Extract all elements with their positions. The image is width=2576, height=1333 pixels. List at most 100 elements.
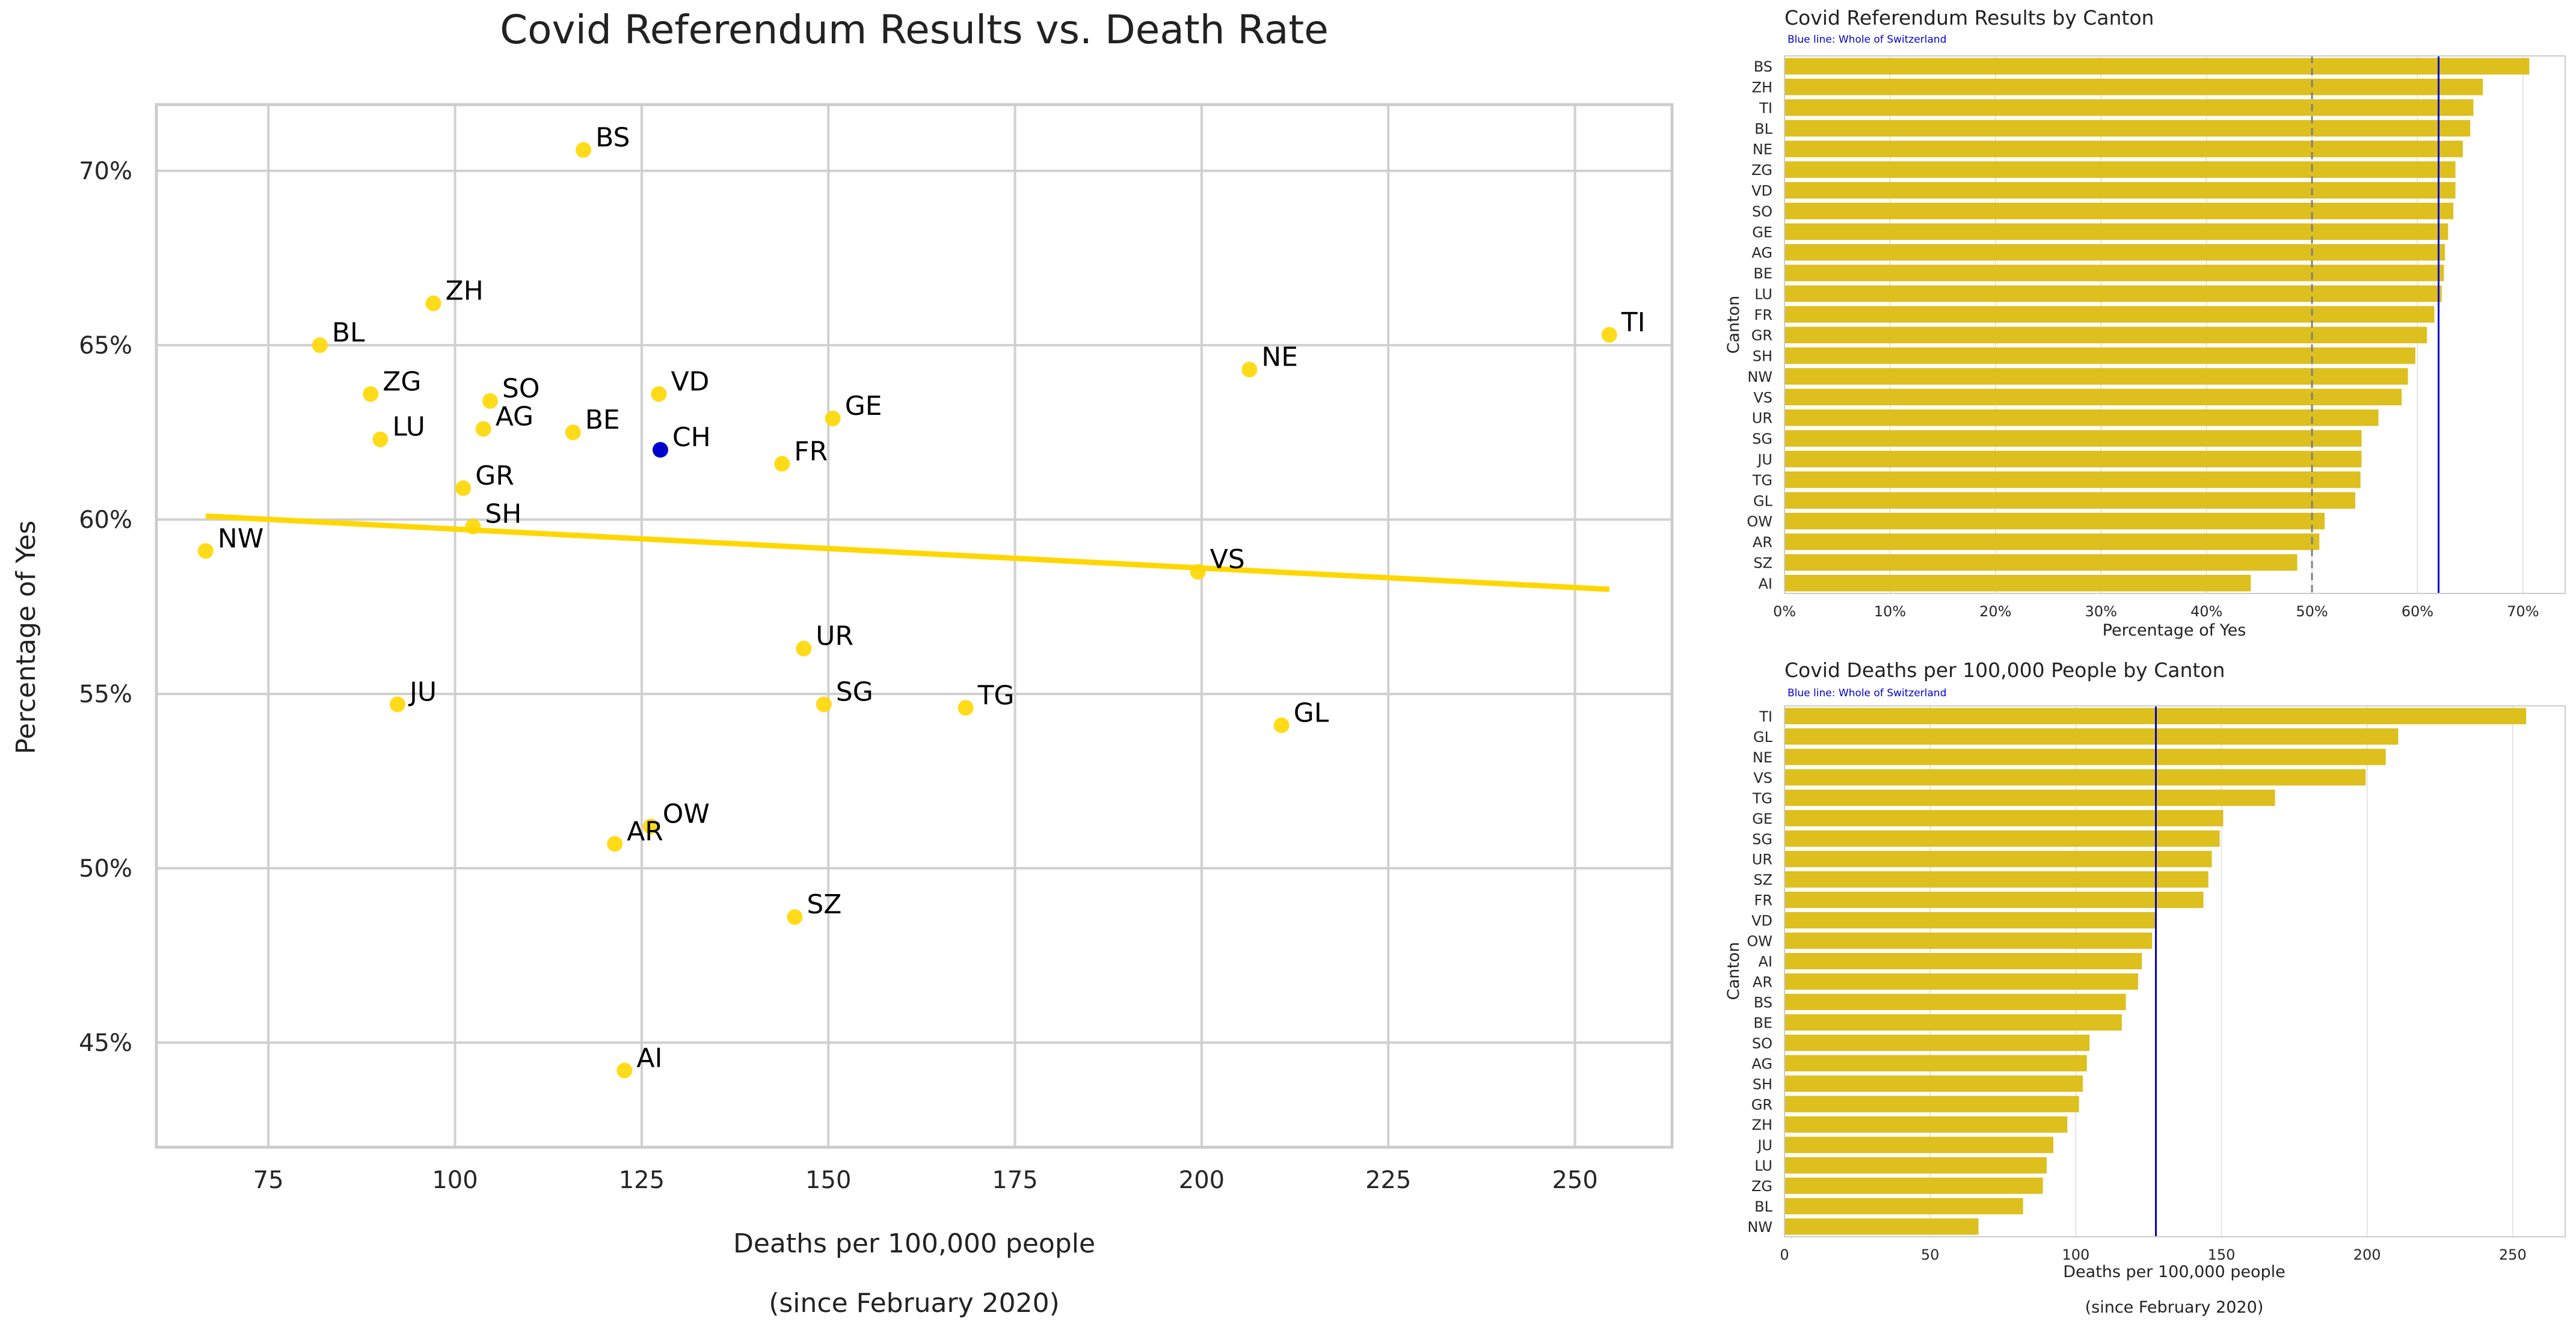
category-label: TG — [1752, 790, 1772, 807]
scatter-point — [958, 700, 974, 716]
bar — [1784, 512, 2325, 530]
category-label: BL — [1754, 120, 1772, 137]
point-label: SG — [836, 676, 873, 707]
bar — [1784, 244, 2445, 261]
scatter-point — [816, 696, 832, 712]
scatter-point — [796, 640, 812, 657]
bar — [1784, 1075, 2083, 1092]
trend-line — [205, 513, 1609, 592]
category-label: AI — [1759, 954, 1773, 970]
bar — [1784, 58, 2530, 75]
bar — [1784, 203, 2454, 219]
point-label: ZG — [383, 366, 421, 397]
bar — [1784, 952, 2142, 970]
point-label: BL — [332, 317, 365, 348]
category-label: NE — [1753, 141, 1772, 158]
bar — [1784, 326, 2427, 343]
x-tick-label: 20% — [1979, 603, 2011, 620]
x-tick-label: 10% — [1874, 603, 1906, 620]
scatter-point — [482, 393, 498, 409]
bar — [1784, 471, 2361, 488]
scatter-point — [642, 818, 659, 835]
point-label: OW — [663, 798, 710, 829]
bar — [1784, 749, 2386, 765]
bar — [1784, 265, 2444, 281]
point-label: UR — [816, 621, 853, 652]
category-label: VS — [1753, 770, 1772, 786]
category-label: VS — [1753, 389, 1772, 406]
x-tick-label: 70% — [2507, 603, 2539, 620]
referendum-chart-note: Blue line: Whole of Switzerland — [1788, 34, 1946, 46]
scatter-plot-frame — [155, 103, 1674, 1149]
category-label: BE — [1753, 1014, 1772, 1031]
referendum-tick-labels: 0% 10% 20% 30% 40% 50% 60% 70% — [1773, 603, 2539, 620]
bar — [1784, 1218, 1979, 1235]
point-label: AI — [636, 1043, 662, 1073]
bar — [1784, 1014, 2122, 1031]
bar — [1784, 347, 2415, 364]
category-label: GL — [1753, 492, 1773, 509]
category-label: BL — [1754, 1198, 1772, 1215]
deaths-plot-frame — [1784, 705, 2566, 1237]
bar — [1784, 1177, 2043, 1194]
category-label: TI — [1759, 708, 1772, 725]
x-tick-label: 150 — [805, 1166, 851, 1194]
bar — [1784, 182, 2456, 199]
category-label: AR — [1753, 973, 1772, 990]
bar — [1784, 161, 2456, 178]
category-label: NW — [1747, 369, 1772, 385]
bar — [1784, 1034, 2090, 1051]
x-tick-label: 0 — [1780, 1246, 1789, 1263]
bar — [1784, 932, 2153, 949]
bar — [1784, 912, 2156, 929]
x-tick-label: 200 — [2353, 1246, 2381, 1263]
bar — [1784, 1116, 2068, 1133]
x-tick-label: 175 — [992, 1166, 1037, 1194]
y-tick-label: 60% — [79, 506, 132, 534]
scatter-chart: Covid Referendum Results vs. Death Rate … — [11, 7, 1674, 1319]
category-label: AG — [1751, 1055, 1772, 1072]
bar — [1784, 993, 2126, 1011]
x-tick-label: 50 — [1921, 1246, 1940, 1263]
bar — [1784, 728, 2399, 745]
bar — [1784, 1198, 2023, 1215]
x-tick-label: 250 — [2499, 1246, 2527, 1263]
scatter-point — [616, 1062, 633, 1079]
category-label: LU — [1754, 1157, 1772, 1174]
scatter-point — [475, 421, 491, 437]
scatter-point — [825, 410, 841, 426]
referendum-y-axis-label: Canton — [1724, 296, 1743, 354]
scatter-point — [787, 909, 803, 925]
point-label: TI — [1621, 307, 1646, 338]
category-label: NE — [1753, 749, 1772, 766]
scatter-point — [607, 836, 623, 852]
scatter-point — [312, 337, 328, 354]
point-label: LU — [392, 412, 425, 443]
point-label: JU — [408, 676, 437, 707]
category-label: GE — [1752, 224, 1772, 241]
category-label: ZG — [1751, 162, 1772, 179]
category-label: SO — [1752, 1035, 1772, 1052]
bar — [1784, 1055, 2087, 1071]
x-tick-label: 100 — [2062, 1246, 2089, 1263]
bar — [1784, 285, 2442, 302]
category-label: NW — [1747, 1219, 1772, 1236]
bar — [1784, 575, 2251, 592]
bar — [1784, 871, 2209, 888]
bar — [1784, 306, 2435, 323]
category-label: GE — [1752, 811, 1772, 827]
point-label: ZH — [446, 276, 484, 307]
x-tick-label: 30% — [2085, 603, 2117, 620]
category-label: ZG — [1751, 1178, 1772, 1195]
x-tick-label: 150 — [2208, 1246, 2236, 1263]
bar — [1784, 492, 2355, 509]
y-tick-label: 70% — [79, 158, 132, 185]
category-label: GR — [1751, 1096, 1772, 1113]
bar — [1784, 450, 2362, 468]
deaths-tick-labels: 0 50 100 150 200 250 — [1780, 1246, 2526, 1263]
scatter-point — [465, 518, 481, 535]
deaths-x-axis-label: Deaths per 100,000 people — [2063, 1263, 2285, 1281]
point-label: AG — [496, 401, 533, 432]
point-label: NE — [1261, 342, 1298, 373]
